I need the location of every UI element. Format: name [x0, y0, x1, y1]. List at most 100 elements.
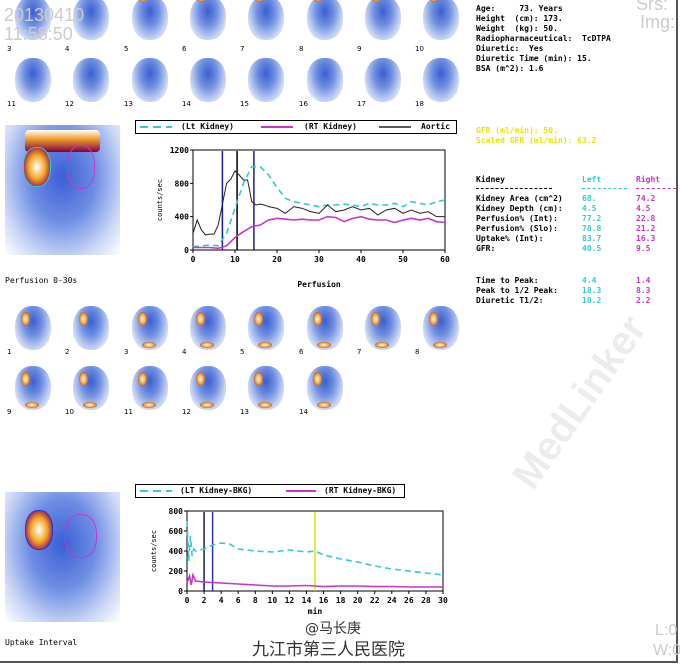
x-tick-label: 6 — [236, 596, 241, 605]
frame-thumbnail: 11 — [5, 54, 60, 108]
patient-info-line: Weight (kg): 50. — [476, 24, 558, 33]
table-row-right: 8.3 — [636, 286, 651, 295]
frame-thumbnail: 13 — [238, 362, 293, 416]
legend-rt-kidney: (RT Kidney) — [304, 122, 357, 131]
frame-number: 17 — [357, 100, 366, 108]
table-header-kidney: Kidney — [476, 175, 505, 184]
x-tick-label: 2 — [202, 596, 207, 605]
frame-number: 12 — [182, 408, 191, 416]
frame-thumbnail: 1 — [5, 302, 60, 356]
y-tick-label: 800 — [175, 179, 190, 188]
hotspot — [254, 0, 264, 2]
frame-number: 7 — [357, 348, 362, 356]
table-row-left: 68. — [582, 194, 597, 203]
frame-thumbnail: 10 — [63, 362, 118, 416]
y-tick-label: 0 — [178, 587, 183, 596]
frame-number: 3 — [124, 348, 129, 356]
scan-blob — [190, 58, 226, 102]
divider — [636, 188, 676, 189]
frame-number: 6 — [299, 348, 304, 356]
frame-thumbnail: 11 — [122, 362, 177, 416]
table-row-left: 78.8 — [582, 224, 602, 233]
scan-blob — [248, 0, 284, 40]
perfusion-chart: 0 10 20 30 40 50 60 0 400 800 1200 counts/sec Perfus… — [156, 146, 450, 289]
renogram-chart: 0 2 4 6 8 10 12 14 16 18 20 22 24 26 28 300200400600800… — [150, 507, 448, 616]
frame-thumbnail: 4 — [63, 0, 118, 53]
x-tick-label: 28 — [421, 596, 431, 605]
y-tick-label: 0 — [184, 246, 189, 255]
hotspot — [196, 372, 205, 386]
table-row-left: 18.3 — [582, 286, 602, 295]
divider — [476, 188, 552, 189]
hotspot — [429, 312, 438, 326]
y-tick-label: 200 — [169, 567, 184, 576]
hotspot — [313, 312, 322, 326]
table-row-label: Time to Peak: — [476, 276, 539, 285]
frame-thumbnail: 7 — [238, 0, 293, 53]
table-row-left: 40.5 — [582, 244, 602, 253]
table-row-left: 4.4 — [582, 276, 597, 285]
frame-thumbnail: 14 — [180, 54, 235, 108]
y-tick-label: 400 — [169, 547, 184, 556]
frame-thumbnail: 13 — [122, 54, 177, 108]
y-tick-label: 600 — [169, 527, 184, 536]
study-date: 20130410 — [4, 5, 85, 25]
scaled-gfr-value: Scaled GFR (ml/min): 63.2 — [476, 136, 597, 145]
level-readout: L:0 — [655, 622, 678, 639]
x-tick-label: 40 — [356, 255, 366, 264]
frame-thumbnail: 4 — [180, 302, 235, 356]
frame-thumbnail: 2 — [63, 302, 118, 356]
scan-blob — [423, 0, 459, 40]
hotspot — [313, 0, 323, 2]
hotspot — [200, 342, 214, 348]
x-tick-label: 4 — [219, 596, 224, 605]
divider — [582, 188, 627, 189]
table-row-right: 16.3 — [636, 234, 656, 243]
x-tick-label: 30 — [314, 255, 324, 264]
frame-thumbnail: 14 — [297, 362, 352, 416]
scan-blob — [190, 0, 226, 40]
table-row-label: Kidney Area (cm^2) — [476, 194, 563, 203]
frame-number: 4 — [65, 45, 70, 53]
frame-number: 8 — [299, 45, 304, 53]
patient-info-line: BSA (m^2): 1.6 — [476, 64, 544, 73]
hotspot — [138, 312, 147, 326]
left-kidney-roi — [25, 510, 53, 550]
hotspot — [313, 372, 322, 386]
legend-lt-kidney: (Lt Kidney) — [181, 122, 234, 131]
frame-thumbnail: 10 — [413, 0, 468, 53]
scan-blob — [15, 0, 51, 40]
frame-number: 12 — [65, 100, 74, 108]
hotspot — [429, 0, 439, 2]
hotspot — [196, 312, 205, 326]
scan-blob — [15, 58, 51, 102]
hotspot — [138, 0, 148, 2]
frame-thumbnail: 3 — [5, 0, 60, 53]
scan-blob — [248, 58, 284, 102]
hotspot — [79, 372, 88, 386]
image-label: Img: — [640, 12, 676, 32]
table-header-left: Left — [582, 175, 602, 184]
frame-number: 6 — [182, 45, 187, 53]
patient-info-line: Diuretic: Yes — [476, 44, 544, 53]
frame-thumbnail: 5 — [122, 0, 177, 53]
frame-thumbnail: 6 — [297, 302, 352, 356]
frame-number: 9 — [7, 408, 12, 416]
hotspot — [317, 342, 331, 348]
frame-thumbnail: 12 — [180, 362, 235, 416]
frame-number: 9 — [357, 45, 362, 53]
frame-thumbnail: 6 — [180, 0, 235, 53]
x-tick-label: 60 — [440, 255, 450, 264]
study-time: 11:58:50 — [4, 24, 73, 44]
table-row-label: Kidney Depth (cm): — [476, 204, 563, 213]
scan-blob — [307, 58, 343, 102]
x-tick-label: 0 — [185, 596, 190, 605]
x-tick-label: 20 — [353, 596, 363, 605]
hotspot — [138, 372, 147, 386]
frame-thumbnail: 18 — [413, 54, 468, 108]
plot-area — [192, 149, 446, 251]
hotspot — [83, 402, 97, 408]
frame-number: 8 — [415, 348, 420, 356]
hotspot — [371, 0, 381, 2]
scan-blob — [365, 0, 401, 40]
